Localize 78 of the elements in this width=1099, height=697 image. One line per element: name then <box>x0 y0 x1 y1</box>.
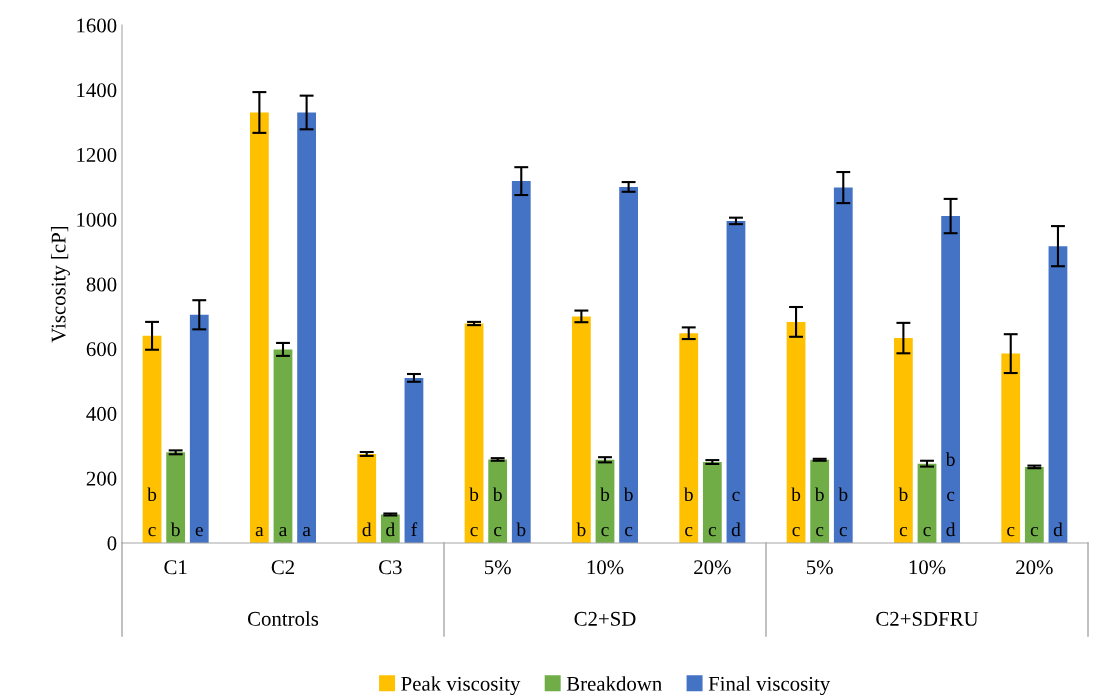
data-label: e <box>195 526 203 537</box>
legend-label: Breakdown <box>566 676 662 691</box>
bar <box>726 220 746 543</box>
text: b c <box>683 487 693 537</box>
data-label: c <box>708 526 717 537</box>
text: b c <box>814 487 824 537</box>
x-tick-label: 5% <box>807 560 833 575</box>
legend-label: Peak viscosity <box>401 676 521 696</box>
bar <box>894 338 913 543</box>
bar <box>810 459 830 543</box>
bar <box>917 463 937 543</box>
text: b c <box>791 487 801 537</box>
x-tick-label: 20% <box>694 560 731 575</box>
x-tick-label: C2 <box>271 560 294 575</box>
data-label: d <box>386 522 395 537</box>
bar <box>702 462 722 543</box>
text: b c <box>838 487 848 537</box>
data-label: a <box>279 526 288 537</box>
bar <box>142 335 162 543</box>
bar <box>166 452 186 543</box>
text: b c <box>469 487 479 537</box>
text: b c <box>147 487 157 537</box>
data-label: c <box>923 526 931 537</box>
x-tick-label: C3 <box>379 560 402 575</box>
bar <box>833 187 853 543</box>
bar <box>464 323 484 543</box>
bar <box>488 459 508 543</box>
y-tick-label: 400 <box>86 406 117 421</box>
bar <box>511 181 531 543</box>
x-tick-label: 10% <box>587 560 624 575</box>
data-label: d <box>1053 522 1063 537</box>
bar <box>357 453 377 543</box>
data-label: a <box>302 526 311 537</box>
text: b c d <box>945 452 956 537</box>
text: b c <box>492 487 502 537</box>
bar <box>941 216 961 543</box>
x-tick-label: 10% <box>909 560 946 575</box>
x-tick-label: 20% <box>1016 560 1053 575</box>
legend-label: Final viscosity <box>708 676 831 696</box>
text: b c <box>623 487 633 537</box>
bar <box>1048 246 1068 543</box>
y-axis-title: Viscosity [cP] <box>50 226 70 343</box>
data-label: b <box>170 522 180 537</box>
text: b c <box>600 487 610 537</box>
data-label: c <box>1030 526 1039 537</box>
y-tick-label: 1200 <box>77 147 117 162</box>
data-label: b <box>516 522 526 537</box>
y-tick-label: 600 <box>86 342 117 357</box>
y-tick-label: 1000 <box>77 212 117 227</box>
data-label: c <box>1007 526 1015 537</box>
bar <box>189 314 209 543</box>
text: C2+SD <box>574 611 636 626</box>
bar <box>679 333 699 543</box>
x-tick-label: 5% <box>484 560 511 575</box>
bar <box>249 112 269 543</box>
bar <box>571 316 591 543</box>
y-tick-label: 800 <box>86 277 117 292</box>
bar <box>404 377 424 543</box>
x-tick-label: C1 <box>164 560 187 575</box>
y-tick-label: 1400 <box>77 83 117 98</box>
y-tick-label: 200 <box>86 471 117 486</box>
bar <box>1001 353 1021 543</box>
data-label: b <box>576 522 586 537</box>
data-label: c d <box>731 491 741 537</box>
data-label: f <box>411 522 418 537</box>
text: b c <box>898 487 908 537</box>
data-label: d <box>362 522 372 537</box>
text: C2+SDFRU <box>876 611 979 626</box>
text: Controls <box>247 611 319 626</box>
y-tick-label: 0 <box>107 536 117 551</box>
data-label: a <box>255 526 264 537</box>
bar <box>786 321 806 543</box>
bar <box>1024 466 1044 543</box>
bar <box>273 349 293 543</box>
bar <box>297 112 316 543</box>
y-tick-label: 1600 <box>77 18 117 33</box>
bar <box>595 459 615 543</box>
bar <box>619 186 639 543</box>
